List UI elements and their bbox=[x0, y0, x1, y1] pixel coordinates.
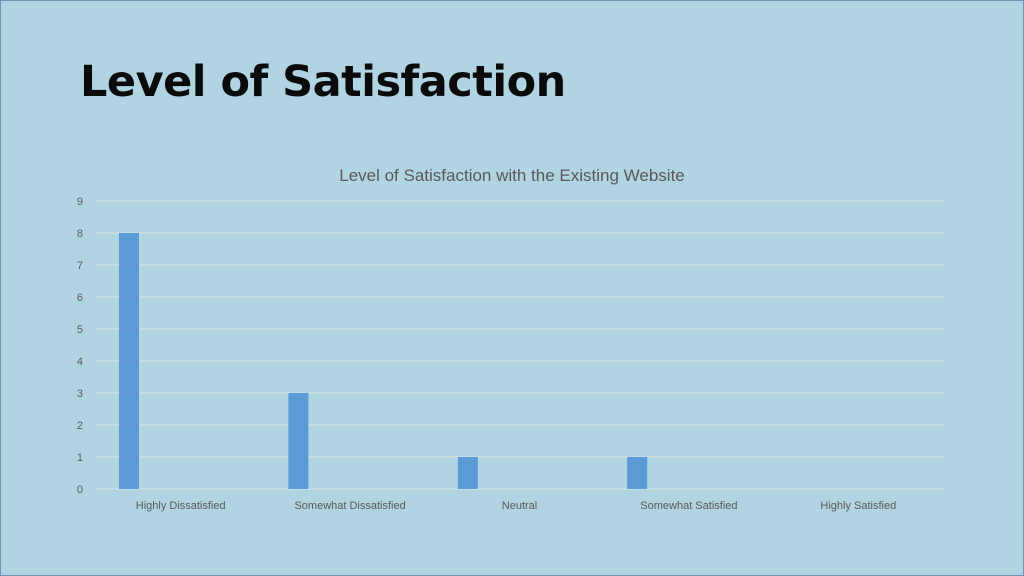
y-tick-label: 4 bbox=[77, 356, 83, 368]
bar bbox=[457, 457, 478, 489]
chart-title: Level of Satisfaction with the Existing … bbox=[339, 166, 685, 185]
y-tick-label: 6 bbox=[77, 292, 83, 304]
x-category-label: Somewhat Satisfied bbox=[640, 500, 737, 512]
y-tick-label: 1 bbox=[77, 452, 83, 464]
bar bbox=[119, 233, 139, 489]
x-category-label: Highly Satisfied bbox=[820, 500, 896, 512]
y-tick-label: 5 bbox=[77, 324, 83, 336]
bar bbox=[288, 393, 309, 489]
y-tick-label: 7 bbox=[77, 260, 83, 272]
bar bbox=[627, 457, 648, 489]
x-axis-categories: Highly Dissatisfied Somewhat Dissatisfied… bbox=[136, 500, 896, 512]
x-category-label: Neutral bbox=[502, 500, 537, 512]
x-category-label: Somewhat Dissatisfied bbox=[294, 500, 405, 512]
y-tick-label: 3 bbox=[77, 388, 83, 400]
bars bbox=[119, 233, 648, 489]
y-tick-label: 8 bbox=[77, 228, 83, 240]
y-tick-label: 0 bbox=[77, 484, 83, 496]
y-axis-ticks: 0 1 2 3 4 5 6 7 8 9 bbox=[77, 196, 83, 496]
slide-title: Level of Satisfaction bbox=[80, 57, 566, 107]
gridlines bbox=[96, 200, 943, 490]
x-category-label: Highly Dissatisfied bbox=[136, 500, 226, 512]
y-tick-label: 2 bbox=[77, 420, 83, 432]
y-tick-label: 9 bbox=[77, 196, 83, 208]
